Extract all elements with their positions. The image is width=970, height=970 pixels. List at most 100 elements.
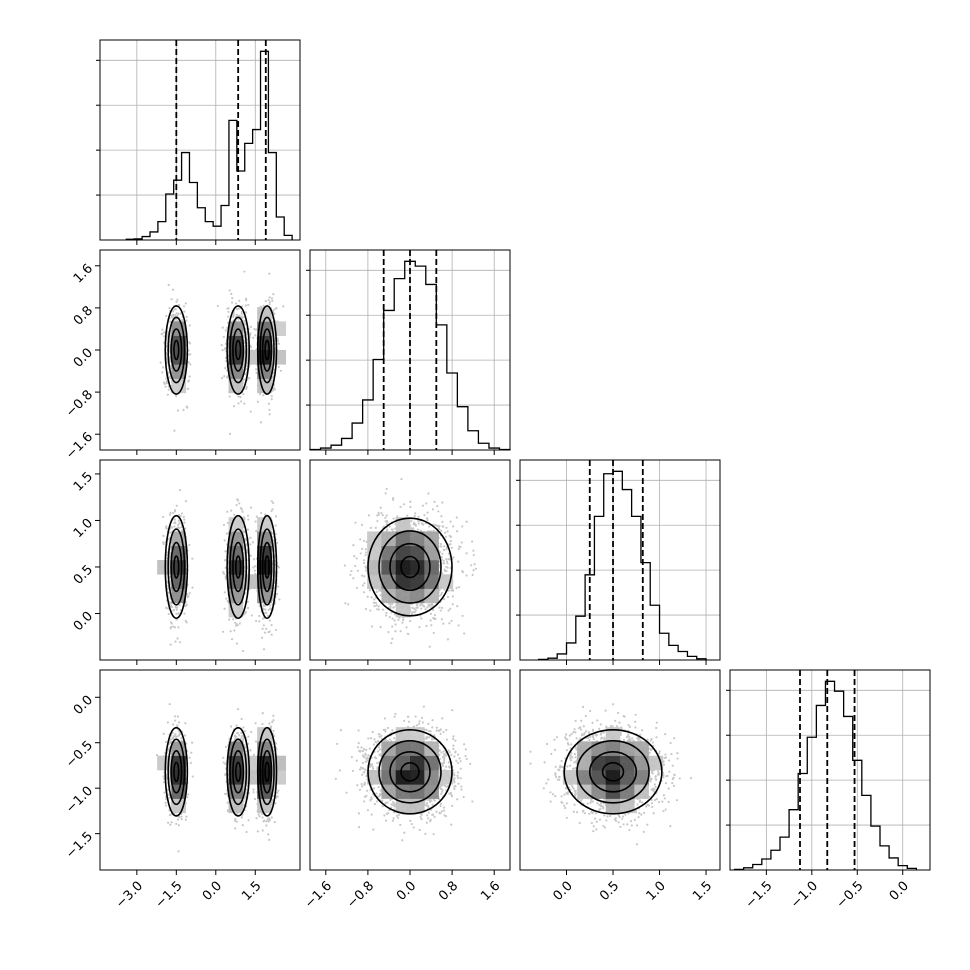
scatter-point: [188, 375, 191, 378]
scatter-point: [226, 510, 229, 513]
pair-panel-x0-x2: [99, 459, 301, 661]
scatter-point: [270, 633, 273, 636]
scatter-point: [166, 393, 169, 396]
scatter-point: [225, 532, 228, 535]
scatter-point: [228, 395, 231, 398]
scatter-point: [239, 507, 242, 510]
scatter-point: [228, 289, 231, 292]
diag-panel-x3: [726, 669, 931, 871]
contour-line: [261, 328, 273, 372]
scatter-point: [265, 627, 268, 630]
scatter-point: [270, 623, 273, 627]
scatter-point: [262, 603, 265, 606]
scatter-point: [179, 312, 183, 315]
scatter-point: [235, 642, 238, 645]
scatter-point: [159, 361, 162, 364]
scatter-point: [429, 619, 432, 622]
scatter-point: [165, 606, 168, 609]
scatter-point: [237, 395, 240, 398]
density-cell: [228, 517, 244, 532]
scatter-point: [173, 308, 176, 311]
scatter-point: [264, 608, 267, 611]
scatter-point: [276, 541, 279, 545]
scatter-point: [232, 313, 236, 316]
scatter-point: [248, 377, 251, 380]
scatter-point: [185, 405, 188, 408]
scatter-point: [169, 332, 172, 336]
scatter-point: [249, 506, 253, 509]
scatter-point: [252, 336, 255, 339]
scatter-point: [401, 621, 404, 624]
scatter-point: [268, 296, 271, 299]
scatter-point: [188, 324, 191, 327]
scatter-point: [177, 626, 180, 629]
diag-panel-x0: [96, 39, 301, 241]
scatter-point: [178, 522, 181, 525]
scatter-point: [417, 522, 420, 525]
scatter-point: [224, 367, 227, 370]
scatter-point: [267, 608, 270, 612]
scatter-point: [455, 530, 459, 533]
scatter-point: [168, 513, 172, 516]
scatter-point: [361, 547, 364, 550]
contour-line: [256, 514, 278, 620]
scatter-point: [245, 297, 248, 300]
scatter-point: [227, 307, 230, 310]
scatter-point: [243, 516, 246, 519]
scatter-point: [173, 525, 176, 528]
contour-line: [173, 555, 180, 579]
scatter-point: [163, 382, 166, 386]
scatter-point: [167, 612, 170, 616]
scatter-point: [231, 296, 234, 300]
scatter-point: [374, 526, 377, 529]
panel-contents: [343, 478, 478, 648]
scatter-point: [228, 432, 232, 435]
scatter-point: [256, 400, 259, 403]
scatter-point: [183, 310, 186, 313]
scatter-point: [169, 627, 172, 630]
scatter-point: [428, 645, 431, 648]
scatter-point: [167, 371, 170, 374]
scatter-point: [246, 606, 250, 610]
scatter-point: [182, 515, 185, 519]
scatter-point: [230, 301, 234, 304]
scatter-point: [267, 402, 271, 405]
scatter-point: [177, 304, 181, 307]
contour-line: [256, 305, 278, 395]
scatter-point: [175, 504, 178, 507]
scatter-point: [262, 304, 265, 307]
contour-line: [170, 328, 183, 372]
scatter-point: [175, 300, 178, 303]
scatter-point: [265, 612, 268, 615]
scatter-point: [249, 345, 253, 349]
scatter-point: [230, 637, 234, 641]
scatter-point: [245, 387, 248, 391]
scatter-point: [176, 298, 179, 301]
scatter-point: [171, 288, 175, 291]
scatter-point: [437, 510, 440, 513]
scatter-point: [276, 337, 279, 340]
scatter-point: [162, 515, 165, 519]
scatter-point: [168, 307, 171, 310]
scatter-point: [183, 521, 186, 524]
scatter-point: [447, 609, 450, 612]
scatter-point: [165, 382, 168, 385]
histogram-x0: [125, 50, 293, 240]
scatter-point: [270, 398, 273, 401]
scatter-point: [268, 619, 271, 622]
scatter-point: [177, 523, 180, 526]
scatter-point: [277, 365, 280, 368]
scatter-point: [173, 510, 177, 513]
scatter-point: [247, 518, 250, 521]
density-cell: [257, 588, 272, 604]
scatter-point: [268, 303, 271, 306]
scatter-point: [183, 612, 186, 615]
scatter-point: [245, 331, 248, 334]
scatter-point: [252, 558, 256, 561]
contour-line: [234, 555, 242, 579]
histogram-x2: [537, 470, 707, 661]
scatter-point: [240, 310, 243, 314]
scatter-point: [274, 307, 277, 310]
scatter-point: [184, 302, 187, 305]
scatter-point: [176, 606, 179, 609]
